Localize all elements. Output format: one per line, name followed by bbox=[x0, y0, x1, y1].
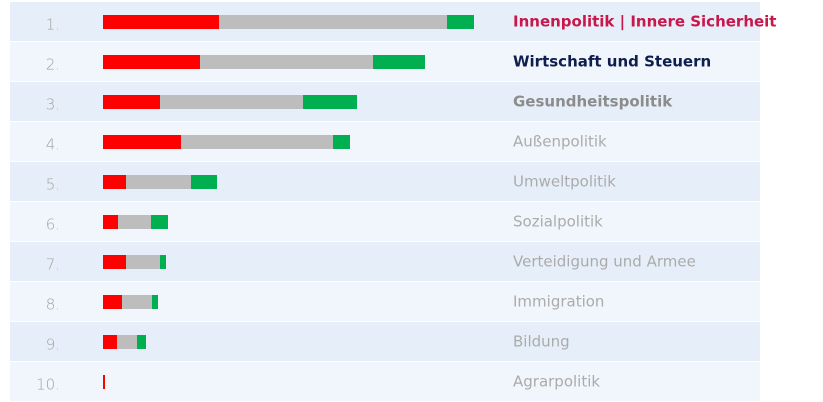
category-label: Bildung bbox=[513, 333, 570, 351]
bar-segment bbox=[152, 295, 158, 309]
bar-segment bbox=[103, 375, 105, 389]
bar-segment bbox=[117, 335, 137, 349]
category-label: Wirtschaft und Steuern bbox=[513, 53, 711, 71]
bar-segment bbox=[103, 15, 219, 29]
rank: 3. bbox=[46, 96, 60, 114]
rank: 6. bbox=[46, 216, 60, 234]
rank: 2. bbox=[46, 56, 60, 74]
category-label: Umweltpolitik bbox=[513, 173, 616, 191]
category-label: Außenpolitik bbox=[513, 133, 607, 151]
rank: 5. bbox=[46, 176, 60, 194]
bar-segment bbox=[122, 295, 152, 309]
category-label: Agrarpolitik bbox=[513, 373, 600, 391]
bar-segment bbox=[103, 255, 126, 269]
bar-segment bbox=[103, 215, 118, 229]
bar-segment bbox=[103, 135, 181, 149]
bar-segment bbox=[118, 215, 151, 229]
row-background bbox=[10, 362, 760, 401]
bar-segment bbox=[303, 95, 357, 109]
bar-segment bbox=[181, 135, 333, 149]
bar-segment bbox=[373, 55, 425, 69]
rank: 1. bbox=[46, 16, 60, 34]
bar-segment bbox=[103, 295, 122, 309]
bar-segment bbox=[160, 255, 166, 269]
bar-segment bbox=[103, 95, 160, 109]
category-label: Verteidigung und Armee bbox=[513, 253, 696, 271]
bar-segment bbox=[191, 175, 217, 189]
category-label: Innenpolitik | Innere Sicherheit bbox=[513, 13, 776, 32]
rank: 10. bbox=[36, 376, 60, 394]
bar-segment bbox=[219, 15, 447, 29]
bar-segment bbox=[137, 335, 146, 349]
bar-segment bbox=[160, 95, 303, 109]
category-label: Sozialpolitik bbox=[513, 213, 603, 231]
bar-segment bbox=[126, 175, 191, 189]
bar-segment bbox=[126, 255, 160, 269]
rank: 4. bbox=[46, 136, 60, 154]
bar-segment bbox=[333, 135, 350, 149]
bar-segment bbox=[151, 215, 168, 229]
rank: 7. bbox=[46, 256, 60, 274]
bar-segment bbox=[103, 175, 126, 189]
rank: 9. bbox=[46, 336, 60, 354]
rank: 8. bbox=[46, 296, 60, 314]
category-label: Gesundheitspolitik bbox=[513, 93, 673, 111]
bar-segment bbox=[103, 55, 200, 69]
bar-segment bbox=[200, 55, 373, 69]
bar-segment bbox=[447, 15, 474, 29]
category-label: Immigration bbox=[513, 293, 604, 311]
bar-segment bbox=[103, 335, 117, 349]
